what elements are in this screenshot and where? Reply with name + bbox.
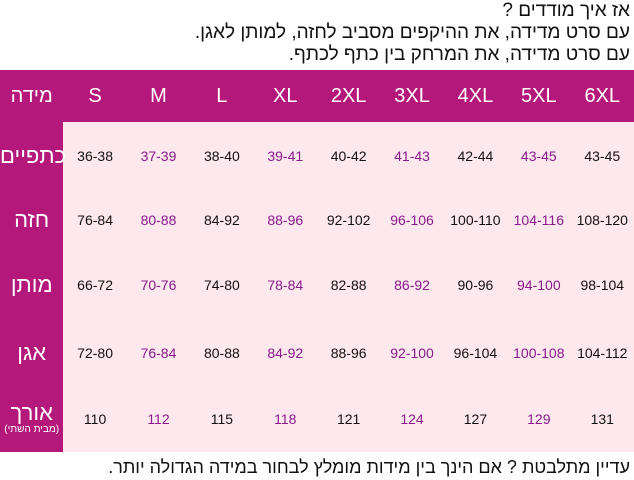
size-value: 100-108 <box>507 320 571 385</box>
size-value: 80-88 <box>190 320 254 385</box>
size-value: 78-84 <box>253 250 317 320</box>
size-row: מותן 66-72 70-76 74-80 78-84 82-88 86-92 90-96 9… <box>0 250 634 320</box>
size-value: 121 <box>316 385 381 452</box>
size-value: 84-92 <box>253 320 317 385</box>
size-value: 112 <box>126 385 191 452</box>
size-value: 124 <box>380 385 444 452</box>
row-label-cell: אורך (מבית השתי) <box>0 385 64 452</box>
size-header: 5XL <box>507 70 571 122</box>
row-label-cell: מותן <box>0 250 64 320</box>
size-value: 118 <box>253 385 317 452</box>
size-header: XL <box>253 70 317 122</box>
size-value: 88-96 <box>316 320 381 385</box>
size-value: 37-39 <box>126 122 191 190</box>
size-value: 36-38 <box>63 122 127 190</box>
size-value: 70-76 <box>126 250 191 320</box>
size-value: 104-112 <box>570 320 634 385</box>
footer: עדיין מתלבטת ? אם הינך בין מידות מומלץ ל… <box>108 457 630 477</box>
size-value: 129 <box>507 385 571 452</box>
row-label: חזה <box>14 207 50 232</box>
size-header: 6XL <box>570 70 634 122</box>
size-value: 104-116 <box>507 190 571 250</box>
size-value: 96-104 <box>443 320 508 385</box>
size-value: 86-92 <box>380 250 444 320</box>
row-label-cell: חזה <box>0 190 64 250</box>
corner-cell: מידה <box>0 70 64 122</box>
size-value: 110 <box>63 385 127 452</box>
size-value: 82-88 <box>316 250 381 320</box>
size-value: 72-80 <box>63 320 127 385</box>
size-table: מידה S M L XL 2XL 3XL 4XL 5XL 6XL כתפיים 36-38 37-39… <box>0 70 634 452</box>
size-value: 76-84 <box>126 320 191 385</box>
size-value: 88-96 <box>253 190 317 250</box>
size-value: 41-43 <box>380 122 444 190</box>
size-header: M <box>126 70 191 122</box>
size-row: חזה 76-84 80-88 84-92 88-96 92-102 96-106 100-1… <box>0 190 634 250</box>
size-header: 4XL <box>443 70 508 122</box>
size-value: 39-41 <box>253 122 317 190</box>
size-value: 74-80 <box>190 250 254 320</box>
size-value: 66-72 <box>63 250 127 320</box>
size-value: 100-110 <box>443 190 508 250</box>
size-value: 96-106 <box>380 190 444 250</box>
size-value: 131 <box>570 385 634 452</box>
size-value: 92-100 <box>380 320 444 385</box>
size-value: 127 <box>443 385 508 452</box>
row-label: אגן <box>17 339 47 365</box>
size-value: 43-45 <box>507 122 571 190</box>
size-value: 84-92 <box>190 190 254 250</box>
size-value: 40-42 <box>316 122 381 190</box>
size-value: 92-102 <box>316 190 381 250</box>
size-header: L <box>190 70 254 122</box>
size-row: אורך (מבית השתי) 110 112 115 118 121 124 127 129 1… <box>0 385 634 452</box>
size-header: 3XL <box>380 70 444 122</box>
header: אז איך מודדים ? עם סרט מדידה, את ההיקפים … <box>195 0 630 66</box>
size-value: 98-104 <box>570 250 634 320</box>
header-line: עם סרט מדידה, את ההיקפים מסביב לחזה, למו… <box>194 22 630 43</box>
size-value: 94-100 <box>507 250 571 320</box>
size-value: 43-45 <box>570 122 634 190</box>
size-value: 90-96 <box>443 250 508 320</box>
size-row: אגן 72-80 76-84 80-88 84-92 88-96 92-100 96-104… <box>0 320 634 385</box>
size-value: 42-44 <box>443 122 508 190</box>
size-row: כתפיים 36-38 37-39 38-40 39-41 40-42 41-43 42-4… <box>0 122 634 190</box>
row-label-cell: אגן <box>0 320 64 385</box>
header-line: עם סרט מדידה, את המרחק בין כתף לכתף. <box>288 44 630 65</box>
size-header: 2XL <box>316 70 381 122</box>
size-value: 80-88 <box>126 190 191 250</box>
size-value: 115 <box>190 385 254 452</box>
row-label-cell: כתפיים <box>0 122 67 190</box>
size-header: S <box>63 70 127 122</box>
size-value: 38-40 <box>190 122 254 190</box>
size-value: 108-120 <box>570 190 634 250</box>
row-label: אורך <box>10 399 53 425</box>
row-label: כתפיים <box>0 143 67 168</box>
row-label: מותן <box>10 272 53 297</box>
row-note: (מבית השתי) <box>4 423 60 435</box>
header-line: אז איך מודדים ? <box>502 0 630 21</box>
header-row: מידה S M L XL 2XL 3XL 4XL 5XL 6XL <box>0 70 634 122</box>
size-value: 76-84 <box>63 190 127 250</box>
